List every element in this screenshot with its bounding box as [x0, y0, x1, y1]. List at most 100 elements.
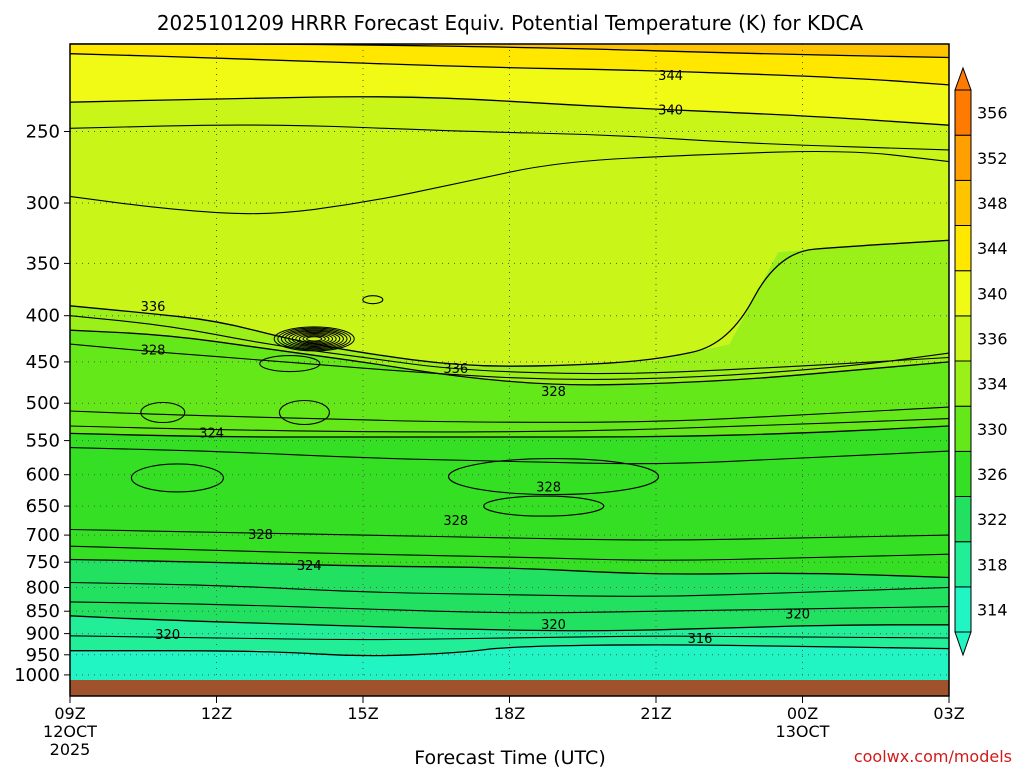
colorbar-segment [954, 134, 972, 181]
colorbar-label: 314 [977, 600, 1008, 619]
plot-contours [69, 43, 950, 657]
contour-cell [277, 327, 352, 351]
contour-label: 336 [141, 300, 166, 315]
ground-bar [70, 680, 949, 696]
contour-line [69, 425, 950, 438]
colorbar-segment [954, 586, 972, 633]
x-tick-date: 12OCT [43, 722, 97, 741]
contour-line [69, 96, 950, 126]
contour-cell [284, 329, 344, 349]
contour-line [69, 528, 950, 541]
x-tick-year: 2025 [50, 740, 91, 759]
colorbar-label: 336 [977, 329, 1008, 348]
colorbar-label: 322 [977, 510, 1008, 529]
contour-line [69, 581, 950, 597]
colorbar-label: 344 [977, 239, 1008, 258]
contour-cell [483, 495, 605, 517]
contour-label: 320 [785, 607, 810, 622]
x-tick-date: 13OCT [776, 722, 830, 741]
band-316 [70, 615, 949, 657]
contour-cell [288, 330, 341, 347]
contour-line [69, 315, 950, 375]
contour-label: 340 [658, 104, 683, 119]
band-340 [70, 53, 949, 126]
y-tick-label: 700 [26, 525, 60, 546]
band-344 [70, 44, 949, 85]
y-tick-label: 750 [26, 552, 60, 573]
y-tick-label: 1000 [14, 665, 60, 686]
contour-cell [280, 328, 348, 350]
colorbar-extend-top [954, 66, 972, 91]
y-tick-label: 800 [26, 578, 60, 599]
contour-cell [362, 295, 384, 305]
y-tick-label: 650 [26, 496, 60, 517]
colorbar-segment [954, 89, 972, 136]
contour-line [69, 545, 950, 561]
contour-cell [278, 399, 330, 426]
y-tick-label: 500 [26, 393, 60, 414]
y-tick-label: 300 [26, 193, 60, 214]
contour-label: 328 [541, 385, 566, 400]
contour-line [69, 150, 950, 215]
contour-label: 320 [541, 618, 566, 633]
contour-line [69, 329, 950, 386]
x-axis-label: Forecast Time (UTC) [414, 747, 605, 768]
y-tick-label: 550 [26, 431, 60, 452]
band-328 [70, 330, 949, 437]
colorbar-segment [954, 315, 972, 362]
band-332 [70, 240, 949, 386]
contour-label: 324 [199, 426, 224, 441]
y-tick-label: 900 [26, 624, 60, 645]
contour-line [69, 615, 949, 632]
contour-line [70, 644, 950, 657]
contour-line [69, 406, 950, 423]
plot-labels: 344 340 336 336 328 328 324 328 328 328 324 320 320 3… [141, 69, 810, 647]
colorbar-segment [954, 179, 972, 227]
contour-cell [306, 336, 323, 342]
contour-cell [130, 463, 224, 493]
contour-cell [259, 355, 321, 373]
y-tick-label: 850 [26, 601, 60, 622]
contour-cell [291, 331, 337, 346]
colorbar-label: 356 [977, 104, 1008, 123]
x-tick-label: 21Z [640, 704, 671, 723]
contour-cell [298, 334, 330, 344]
y-tick-label: 250 [26, 122, 60, 143]
x-tick-label: 12Z [201, 704, 232, 723]
contour-line [69, 601, 950, 614]
x-tick-label: 15Z [347, 704, 378, 723]
contour-label: 320 [155, 628, 180, 643]
colorbar-label: 330 [977, 420, 1008, 439]
colorbar-label: 318 [977, 555, 1008, 574]
x-tick-label: 03Z [933, 704, 964, 723]
contour-label: 344 [658, 69, 683, 84]
contour-line [69, 343, 950, 380]
colorbar-segment [954, 270, 972, 317]
colorbar-label: 326 [977, 465, 1008, 484]
x-tick-label: 18Z [494, 704, 525, 723]
colorbar-label: 348 [977, 194, 1008, 213]
contour-cell [447, 458, 660, 496]
contour-cell [273, 326, 355, 352]
y-tick-label: 400 [26, 306, 60, 327]
chart-title: 2025101209 HRRR Forecast Equiv. Potentia… [157, 11, 864, 35]
colorbar-segment [954, 496, 972, 543]
band-348 [70, 44, 949, 58]
x-tick-label: 09Z [54, 704, 85, 723]
y-axis: 2503003504004505005506006507007508008509… [14, 122, 70, 686]
credit-link[interactable]: coolwx.com/models [854, 747, 1012, 766]
colorbar: 314 318 322 326 330 334 336 340 344 348 352 356 [954, 66, 1008, 657]
contour-line [69, 53, 950, 86]
colorbar-label: 340 [977, 284, 1008, 303]
colorbar-segment [954, 405, 972, 452]
contour-label: 328 [443, 514, 468, 529]
band-320 [70, 559, 949, 632]
contour-line [69, 635, 950, 641]
contour-cell [140, 401, 186, 424]
contour-line [69, 447, 950, 465]
contour-label: 328 [141, 343, 166, 358]
contour-cell [302, 335, 326, 343]
contour-line [69, 558, 950, 579]
